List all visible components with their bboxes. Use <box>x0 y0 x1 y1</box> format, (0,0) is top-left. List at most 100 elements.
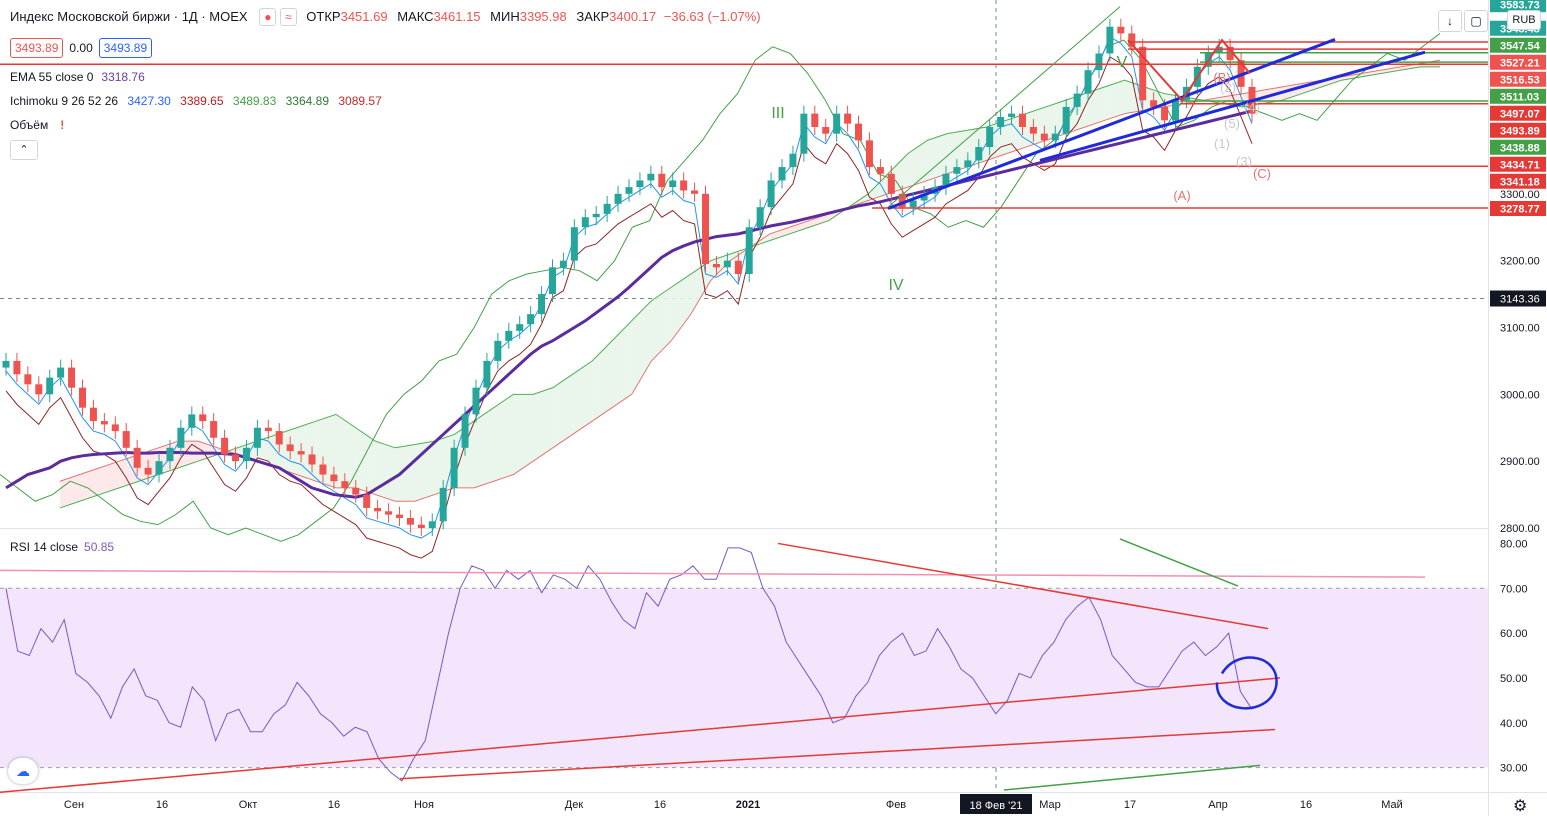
cloud-segment <box>631 300 652 395</box>
trend-line <box>887 38 1336 210</box>
candle-body <box>505 330 513 341</box>
ichimoku-conversion: 3427.30 <box>127 94 171 108</box>
candle-body <box>100 421 108 425</box>
candle-body <box>876 167 884 174</box>
ema-55-line <box>5 109 1253 499</box>
sell-button[interactable]: 3493.89 <box>10 38 64 58</box>
price-label-box <box>1490 122 1546 138</box>
rsi-line <box>5 547 1253 782</box>
cloud-segment <box>60 474 80 508</box>
user-drawings: III IV V (B) (A) (C) (1) (2) (3) (4) (5) <box>0 6 1488 294</box>
high-value: 3461.15 <box>433 9 481 24</box>
wave-label: IV <box>888 277 903 294</box>
warning-icon[interactable]: ! <box>60 118 65 132</box>
compare-icon[interactable]: ● <box>259 8 277 26</box>
channel-line <box>887 6 1121 208</box>
candle-body <box>778 167 786 181</box>
cloud-segment <box>375 441 396 502</box>
cloud-segment <box>533 387 553 462</box>
candle-body <box>702 193 710 264</box>
rsi-trend-line <box>0 569 1426 578</box>
price-label: 3547.54 <box>1500 40 1541 52</box>
price-label-box <box>1490 105 1546 121</box>
price-label: 3278.77 <box>1500 204 1540 216</box>
time-label: 17 <box>1124 799 1136 811</box>
candle-body <box>680 180 688 191</box>
wave-label: (2) <box>1220 80 1236 95</box>
price-label: 3527.21 <box>1500 57 1540 69</box>
wave-icon[interactable]: ≈ <box>280 8 297 26</box>
buy-button[interactable]: 3493.89 <box>98 38 153 58</box>
candle-body <box>822 126 830 134</box>
time-label: 2021 <box>736 799 760 811</box>
candle-body <box>538 294 546 315</box>
cloud-segment <box>552 374 573 448</box>
candle-body <box>57 367 65 378</box>
price-label: 3434.71 <box>1500 159 1540 171</box>
rsi-tick: 30.00 <box>1500 763 1528 775</box>
symbol-title[interactable]: Индекс Московской биржи · 1Д · MOEX <box>10 9 248 24</box>
ichimoku-label: Ichimoku 9 26 52 26 <box>10 94 119 108</box>
collapse-legend-button[interactable]: ⌃ <box>10 140 38 160</box>
cloud-segment <box>99 461 120 495</box>
candle-body <box>1139 46 1147 101</box>
candle-body <box>865 140 873 168</box>
cloud-segment <box>336 414 356 488</box>
cloud-segment <box>809 213 829 228</box>
rsi-pane <box>0 538 1488 793</box>
crosshair-price-box <box>1490 290 1546 307</box>
ichimoku-legend[interactable]: Ichimoku 9 26 52 26 3427.30 3389.65 3489… <box>10 94 382 108</box>
cloud-segment <box>434 434 455 495</box>
candle-body <box>253 427 261 448</box>
price-label: 3438.88 <box>1500 142 1540 154</box>
candle-body <box>133 447 141 468</box>
ichimoku-span-b: 3089.57 <box>338 94 382 108</box>
wave-label: (1) <box>1214 136 1230 151</box>
candle-body <box>1128 33 1136 47</box>
candle-body <box>756 207 764 228</box>
candle-body <box>789 153 797 168</box>
time-label: Май <box>1381 799 1403 811</box>
candle-body <box>439 487 447 522</box>
rsi-legend[interactable]: RSI 14 close 50.85 <box>10 540 114 554</box>
candle-body <box>800 113 808 154</box>
candles <box>2 18 1256 537</box>
candle-body <box>111 424 119 432</box>
candle-body <box>79 387 87 408</box>
gear-icon[interactable]: ⚙ <box>1513 798 1528 815</box>
candle-body <box>603 203 611 214</box>
price-label-box <box>1490 88 1546 104</box>
price-tick: 3000.00 <box>1500 389 1540 401</box>
wave-label: III <box>771 105 784 122</box>
cloud-segment <box>178 441 198 468</box>
tradingview-logo-icon[interactable]: ☁ <box>8 758 38 784</box>
candle-body <box>374 507 382 512</box>
candle-body <box>395 514 403 518</box>
rsi-tick: 60.00 <box>1500 628 1528 640</box>
arrow-down-icon[interactable]: ↓ <box>1438 10 1462 32</box>
candle-body <box>516 324 524 331</box>
low-value: 3395.98 <box>519 9 567 24</box>
ema-legend[interactable]: EMA 55 close 0 3318.76 <box>10 70 145 84</box>
time-label: 16 <box>654 799 666 811</box>
time-crosshair-label: 18 Фев '21 <box>969 800 1022 812</box>
cloud-segment <box>513 394 534 475</box>
spread-value: 0.00 <box>69 41 93 55</box>
cloud-segment <box>493 394 514 482</box>
time-axis[interactable]: Сен 16 Окт 16 Ноя Дек 16 2021 Фев 18 Фев '21 Мар 17… <box>64 794 1403 814</box>
candle-body <box>581 217 589 228</box>
candle-body <box>46 377 54 395</box>
maximize-icon[interactable]: ▢ <box>1464 10 1488 32</box>
wave-label: (5) <box>1224 116 1240 131</box>
currency-badge[interactable]: RUB <box>1507 10 1541 30</box>
price-label: 3511.03 <box>1500 91 1539 103</box>
candle-body <box>527 314 535 325</box>
price-axis[interactable]: 2800.00 2900.00 3000.00 3100.00 3200.00 3300.… <box>1489 0 1547 792</box>
ema-value: 3318.76 <box>101 70 145 84</box>
volume-legend[interactable]: Объём! <box>10 118 64 132</box>
cloud-segment <box>1380 66 1401 74</box>
time-label: 16 <box>328 799 340 811</box>
price-label: 3516.53 <box>1500 74 1540 86</box>
price-label-box <box>1490 37 1546 53</box>
